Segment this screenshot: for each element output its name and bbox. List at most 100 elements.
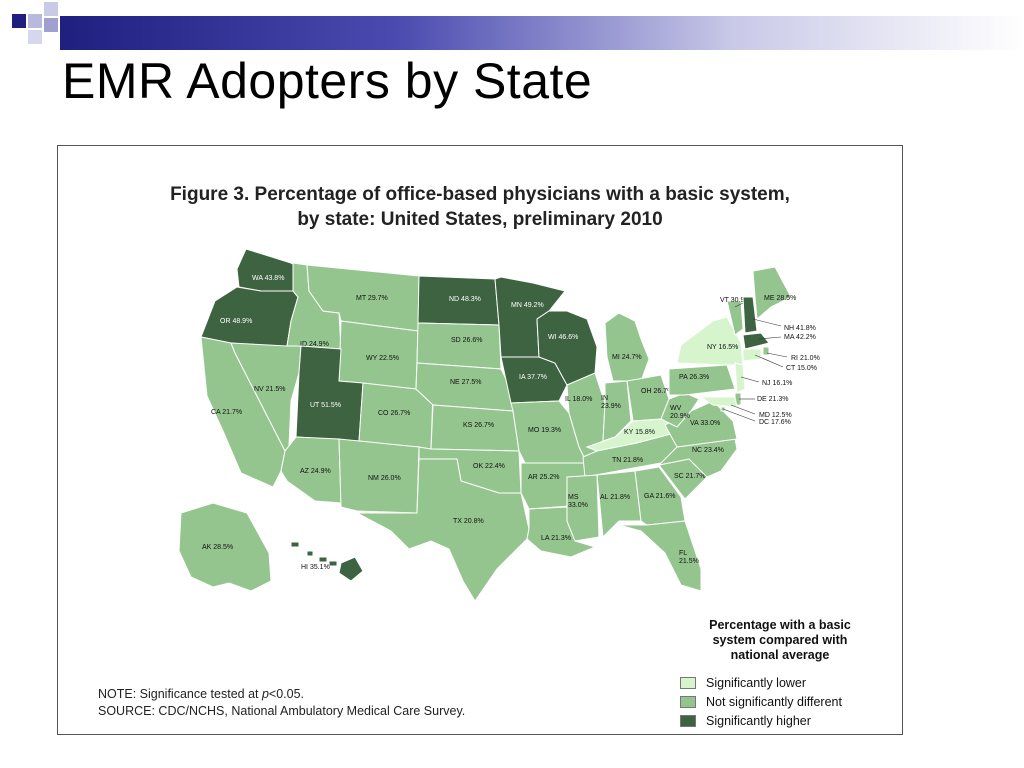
state-label-ne: NE 27.5% — [450, 379, 482, 386]
legend-title-line: system compared with — [712, 633, 848, 647]
state-shape-ms — [566, 474, 600, 542]
state-shape-hi-island — [290, 541, 300, 548]
state-ri: RI 21.0% — [762, 346, 820, 362]
state-dc: DC 17.6% — [720, 406, 791, 426]
state-label-mi: MI 24.7% — [612, 354, 642, 361]
state-label-nv: NV 21.5% — [254, 386, 286, 393]
state-ks: KS 26.7% — [430, 404, 520, 452]
state-shape-nc — [657, 438, 738, 478]
state-label-md: MD 12.5% — [759, 412, 792, 419]
state-ct: CT 15.0% — [742, 348, 817, 372]
legend-label: Significantly higher — [706, 713, 811, 728]
state-label-mo: MO 19.3% — [528, 427, 561, 434]
state-wi: WI 46.6% — [536, 310, 598, 386]
state-shape-ak — [178, 502, 272, 592]
state-label-ks: KS 26.7% — [463, 422, 494, 429]
state-shape-hi-island — [338, 556, 364, 582]
state-label-ia: IA 37.7% — [519, 374, 547, 381]
state-nm: NM 26.0% — [338, 438, 420, 514]
note-variable: p — [261, 687, 269, 701]
state-label-dc: DC 17.6% — [759, 419, 791, 426]
state-wa: WA 43.8% — [236, 248, 298, 294]
state-wy: WY 22.5% — [338, 320, 419, 390]
state-label-va: VA 33.0% — [690, 420, 720, 427]
legend-title: Percentage with a basic system compared … — [680, 618, 880, 663]
state-label-sd: SD 26.6% — [451, 337, 483, 344]
state-wv: WV 20.9% — [660, 392, 700, 428]
state-label-nj: NJ 16.1% — [762, 380, 792, 387]
state-label-tn: TN 21.8% — [612, 457, 643, 464]
state-shape-ct — [742, 348, 762, 362]
legend-item-mid: Not significantly different — [680, 692, 880, 711]
state-nd: ND 48.3% — [417, 275, 500, 326]
source-line: SOURCE: CDC/NCHS, National Ambulatory Me… — [98, 704, 466, 718]
legend: Percentage with a basic system compared … — [680, 618, 880, 730]
state-mi: MI 24.7% — [604, 312, 650, 382]
leader-line — [740, 376, 760, 383]
legend-label: Not significantly different — [706, 694, 842, 709]
leader-line — [766, 352, 788, 358]
state-shape-al — [596, 470, 642, 539]
state-shape-nh — [742, 296, 758, 334]
state-label-ut: UT 51.5% — [310, 402, 341, 409]
state-label-wy: WY 22.5% — [366, 355, 399, 362]
slide-title: EMR Adopters by State — [62, 53, 593, 109]
state-label-ga: GA 21.6% — [644, 493, 676, 500]
state-label-wa: WA 43.8% — [252, 275, 284, 282]
legend-swatch-mid — [680, 695, 696, 708]
state-hi: HI 35.1% — [290, 541, 364, 582]
state-label-id: ID 24.9% — [300, 341, 329, 348]
legend-label: Significantly lower — [706, 675, 807, 690]
state-label-vt: VT 30.9% — [720, 297, 751, 304]
state-shape-wv — [660, 392, 700, 428]
state-label-in: IN 23.9% — [601, 395, 621, 410]
title-accent-bar — [60, 16, 1024, 50]
figure-title-line1: Figure 3. Percentage of office-based phy… — [170, 184, 790, 205]
state-shape-ma — [742, 332, 770, 350]
state-shape-wa — [236, 248, 298, 294]
leader-line — [758, 336, 782, 340]
state-label-mn: MN 49.2% — [511, 302, 544, 309]
state-label-pa: PA 26.3% — [679, 374, 709, 381]
state-label-la: LA 21.3% — [541, 535, 571, 542]
state-label-ca: CA 21.7% — [211, 409, 242, 416]
state-label-or: OR 48.9% — [220, 318, 252, 325]
state-tx: TX 20.8% — [356, 458, 530, 602]
state-label-ma: MA 42.2% — [784, 334, 816, 341]
decor-square-light — [28, 14, 42, 28]
state-label-ct: CT 15.0% — [786, 365, 817, 372]
decor-square-light — [44, 2, 58, 16]
state-al: AL 21.8% — [596, 470, 642, 539]
figure-panel: Figure 3. Percentage of office-based phy… — [57, 145, 903, 735]
state-shape-pa — [668, 364, 736, 396]
state-shape-tx — [356, 458, 530, 602]
leader-line — [754, 354, 784, 368]
state-ak: AK 28.5% — [178, 502, 272, 592]
state-label-co: CO 26.7% — [378, 410, 410, 417]
legend-item-low: Significantly lower — [680, 673, 880, 692]
state-shape-wi — [536, 310, 598, 386]
state-shape-or — [200, 286, 299, 347]
state-label-ny: NY 16.5% — [707, 344, 738, 351]
note-text: NOTE: Significance tested at — [98, 687, 262, 701]
state-nj: NJ 16.1% — [734, 362, 792, 394]
state-label-fl: FL 21.5% — [679, 550, 699, 565]
note-line: NOTE: Significance tested at p<0.05. — [98, 687, 304, 701]
state-shape-mi — [604, 312, 650, 382]
decor-square-light — [44, 18, 58, 32]
state-label-wi: WI 46.6% — [548, 334, 578, 341]
state-ma: MA 42.2% — [742, 332, 816, 350]
state-shape-hi-island — [328, 560, 338, 567]
state-label-mt: MT 29.7% — [356, 295, 388, 302]
state-label-wv: WV 20.9% — [670, 405, 690, 420]
legend-swatch-high — [680, 714, 696, 727]
state-az: AZ 24.9% — [280, 436, 342, 504]
state-label-ak: AK 28.5% — [202, 544, 233, 551]
state-ms: MS 33.0% — [566, 474, 600, 542]
state-label-ok: OK 22.4% — [473, 463, 505, 470]
state-label-ky: KY 15.8% — [624, 429, 655, 436]
figure-title-line2: by state: United States, preliminary 201… — [297, 209, 663, 230]
state-label-hi: HI 35.1% — [301, 564, 330, 571]
state-nh: NH 41.8% — [742, 296, 816, 334]
state-me: ME 28.5% — [752, 266, 796, 321]
